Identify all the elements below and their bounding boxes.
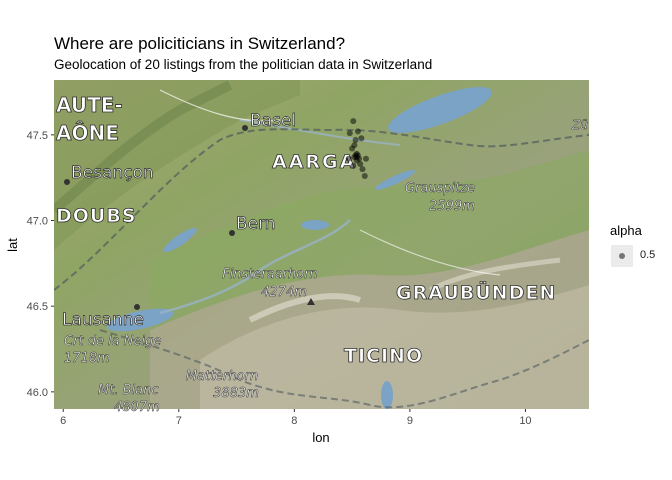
legend-title: alpha: [610, 223, 642, 238]
y-tick-label: 46.0: [27, 387, 48, 399]
label-ticino: TICINO: [344, 345, 423, 367]
label-grauspitze-elev: 2599m: [429, 199, 475, 214]
x-tick-label: 10: [519, 415, 531, 427]
label-zurich: Zü: [571, 118, 588, 132]
basel-marker: [242, 125, 248, 131]
label-finsteraarhorn-elev: 4274m: [261, 285, 307, 300]
data-point: [352, 137, 359, 143]
label-saone: AÔNE: [56, 121, 119, 145]
y-tick-label: 46.5: [27, 301, 48, 313]
legend-point-icon: [619, 253, 625, 259]
x-tick-label: 8: [291, 415, 297, 427]
basemap: [54, 80, 589, 409]
label-basel: Basel: [250, 111, 296, 131]
lake-maggiore: [381, 381, 393, 409]
x-tick-label: 7: [176, 415, 182, 427]
data-point: [357, 161, 364, 167]
lake-geneva: [106, 308, 174, 332]
data-point: [346, 130, 353, 137]
label-mt-blanc: Mt. Blanc: [98, 383, 158, 398]
legend-key: [611, 245, 633, 267]
chart-subtitle: Geolocation of 20 listings from the poli…: [54, 57, 433, 72]
lake-zurich: [374, 170, 416, 190]
lausanne-marker: [134, 304, 140, 310]
label-matterhorn-elev: 3883m: [213, 386, 259, 401]
legend-label: 0.5: [640, 249, 656, 261]
label-finsteraarhorn: Finsteraarhorn: [222, 267, 318, 282]
chart-title: Where are policiticians in Switzerland?: [54, 34, 346, 53]
data-point: [359, 166, 366, 173]
bern-marker: [229, 230, 235, 236]
data-point: [349, 145, 356, 152]
label-matterhorn: Matterhorn: [186, 369, 259, 384]
data-point: [358, 135, 365, 142]
x-axis: 6 7 8 9 10: [60, 409, 532, 427]
label-aargau: AARGA: [272, 151, 356, 173]
country-border: [54, 128, 589, 291]
label-besancon: Besançon: [71, 163, 154, 183]
lake-constance: [388, 87, 492, 133]
label-doubs: DOUBS: [56, 205, 137, 227]
label-crt-de-la-neige: Crt de la Neige: [64, 334, 161, 349]
x-axis-label: lon: [312, 430, 329, 445]
data-point: [350, 118, 357, 125]
y-axis-label: lat: [5, 238, 20, 252]
label-lausanne: Lausanne: [62, 310, 144, 330]
label-grauspitze: Grauspitze: [405, 181, 475, 196]
besancon-marker: [64, 179, 70, 185]
y-axis: 46.0 46.5 47.0 47.5: [27, 130, 54, 399]
label-haute: AUTE-: [56, 93, 123, 117]
data-point: [350, 162, 357, 169]
label-crt-elev: 1718m: [64, 351, 110, 366]
label-bern: Bern: [236, 214, 276, 234]
x-tick-label: 6: [60, 415, 66, 427]
data-point: [354, 128, 361, 135]
label-graubunden: GRAUBÜNDEN: [396, 280, 556, 304]
map-labels: AUTE- AÔNE Basel AARGA Zü Besançon Graus…: [56, 93, 589, 416]
data-points: [345, 118, 369, 179]
x-tick-label: 9: [407, 415, 413, 427]
y-tick-label: 47.0: [27, 216, 48, 228]
y-tick-label: 47.5: [27, 130, 48, 142]
data-point: [345, 155, 352, 162]
data-point: [363, 155, 369, 162]
data-point: [361, 173, 368, 179]
lake-neuchatel: [163, 227, 197, 253]
label-mt-blanc-elev: 4807m: [114, 400, 160, 415]
lake-lucerne: [301, 220, 329, 230]
